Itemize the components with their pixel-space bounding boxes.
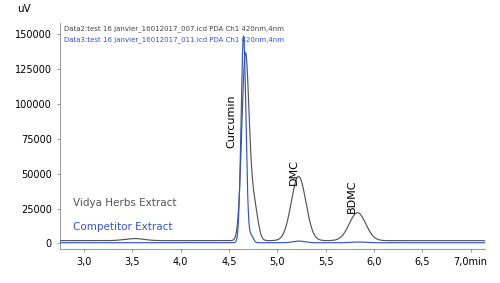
Text: Data2:test 16 janvier_16012017_007.icd PDA Ch1 420nm,4nm: Data2:test 16 janvier_16012017_007.icd P… [64, 25, 284, 32]
Text: Data3:test 16 janvier_16012017_011.icd PDA Ch1 420nm,4nm: Data3:test 16 janvier_16012017_011.icd P… [64, 36, 284, 43]
Text: Competitor Extract: Competitor Extract [72, 222, 172, 232]
Text: Vidya Herbs Extract: Vidya Herbs Extract [72, 198, 176, 208]
Text: DMC: DMC [289, 159, 299, 185]
Text: uV: uV [18, 4, 31, 14]
Text: BDMC: BDMC [346, 179, 356, 213]
Text: Curcumin: Curcumin [226, 95, 236, 148]
